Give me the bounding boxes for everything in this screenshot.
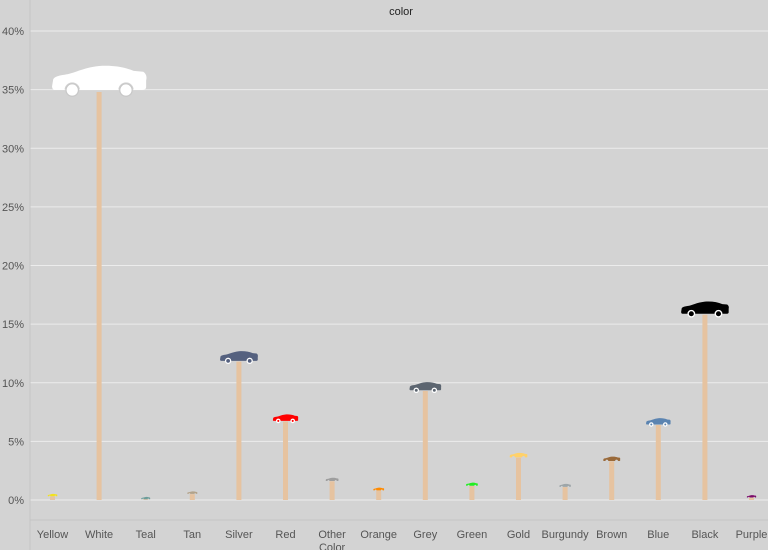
category-label: Gold bbox=[507, 529, 530, 541]
y-tick-label: 0% bbox=[8, 495, 24, 507]
y-axis-ticks: 0% 5% 10% 15% 20% 25% 30% 35% 40% bbox=[2, 26, 24, 507]
stem-layer bbox=[50, 91, 754, 500]
category-label: Blue bbox=[647, 529, 669, 541]
category-label: Yellow bbox=[37, 529, 68, 541]
y-tick-label: 25% bbox=[2, 202, 24, 214]
car-body-icon bbox=[272, 414, 299, 421]
car-marker bbox=[141, 496, 151, 500]
y-tick-label: 10% bbox=[2, 378, 24, 390]
car-marker bbox=[409, 382, 442, 394]
car-marker bbox=[373, 487, 385, 491]
wheel-icon bbox=[649, 422, 654, 427]
category-label: Grey bbox=[413, 529, 437, 541]
car-body-icon bbox=[373, 487, 385, 491]
wheel-icon bbox=[663, 422, 668, 427]
car-marker bbox=[52, 65, 147, 97]
car-body-icon bbox=[559, 483, 571, 487]
category-label: Green bbox=[457, 529, 488, 541]
wheel-icon bbox=[290, 418, 296, 424]
category-label: Red bbox=[275, 529, 295, 541]
car-marker-layer bbox=[47, 65, 757, 500]
car-marker bbox=[466, 482, 478, 486]
car-marker bbox=[646, 418, 671, 427]
car-marker bbox=[220, 351, 258, 365]
category-label: Teal bbox=[136, 529, 156, 541]
car-marker bbox=[681, 301, 729, 318]
y-tick-label: 40% bbox=[2, 26, 24, 38]
wheel-icon bbox=[119, 83, 133, 97]
category-label: Silver bbox=[225, 529, 253, 541]
car-marker bbox=[509, 452, 528, 458]
wheel-icon bbox=[65, 83, 80, 97]
car-marker bbox=[272, 414, 299, 424]
car-body-icon bbox=[409, 382, 442, 391]
category-label: Purple bbox=[736, 529, 768, 541]
y-tick-label: 35% bbox=[2, 85, 24, 97]
car-body-icon bbox=[325, 477, 339, 481]
car-marker bbox=[325, 477, 339, 481]
y-tick-label: 5% bbox=[8, 436, 24, 448]
grid-layer bbox=[29, 0, 768, 550]
wheel-icon bbox=[714, 309, 723, 318]
wheel-icon bbox=[224, 357, 232, 365]
car-marker bbox=[746, 495, 757, 498]
car-body-icon bbox=[466, 482, 478, 486]
category-label: Burgundy bbox=[542, 529, 590, 541]
x-axis-categories: Yellow White Teal Tan Silver Red Other Color Ora… bbox=[37, 529, 768, 550]
category-label: Orange bbox=[360, 529, 397, 541]
car-marker bbox=[47, 493, 58, 497]
car-body-icon bbox=[509, 452, 528, 458]
car-marker bbox=[603, 456, 621, 461]
car-body-icon bbox=[220, 351, 258, 361]
car-body-icon bbox=[52, 65, 147, 91]
y-tick-label: 15% bbox=[2, 319, 24, 331]
car-body-icon bbox=[681, 301, 729, 314]
car-body-icon bbox=[603, 456, 621, 461]
category-label: Other Color bbox=[318, 529, 346, 550]
wheel-icon bbox=[687, 309, 696, 318]
category-label: White bbox=[85, 529, 113, 541]
car-body-icon bbox=[646, 418, 671, 425]
car-body-icon bbox=[746, 495, 757, 498]
category-label: Tan bbox=[183, 529, 201, 541]
car-body-icon bbox=[141, 496, 151, 500]
wheel-icon bbox=[431, 387, 438, 394]
y-tick-label: 20% bbox=[2, 261, 24, 273]
chart-title: color bbox=[389, 6, 413, 18]
car-marker bbox=[559, 483, 571, 487]
wheel-icon bbox=[413, 387, 419, 394]
category-label: Black bbox=[691, 529, 718, 541]
car-body-icon bbox=[47, 493, 58, 497]
car-body-icon bbox=[187, 491, 198, 494]
wheel-icon bbox=[275, 418, 281, 424]
car-marker bbox=[187, 491, 198, 494]
wheel-icon bbox=[246, 357, 253, 365]
category-label: Brown bbox=[596, 529, 627, 541]
y-tick-label: 30% bbox=[2, 143, 24, 155]
